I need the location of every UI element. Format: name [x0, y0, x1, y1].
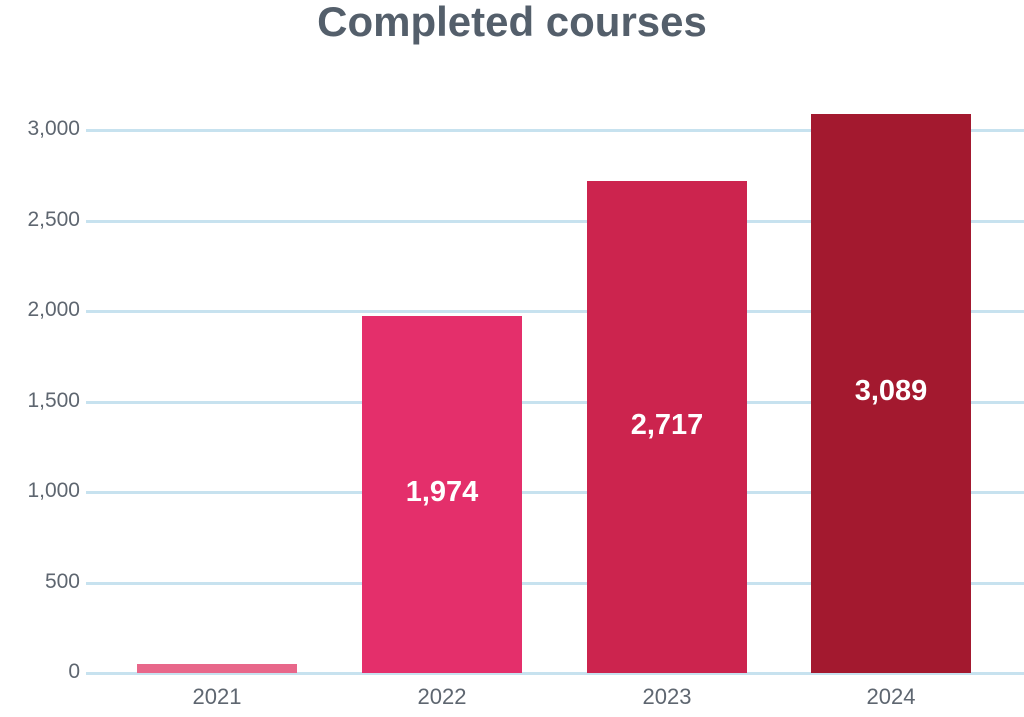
y-tick-label: 2,500 [27, 207, 80, 231]
gridline [86, 672, 1024, 675]
value-label: 1,974 [405, 476, 479, 509]
bar-2022 [362, 315, 522, 673]
x-tick-label: 2022 [417, 684, 467, 709]
y-tick-label: 500 [44, 569, 80, 593]
y-tick-label: 1,500 [27, 388, 80, 412]
value-label: 2,717 [630, 409, 704, 442]
y-tick-label: 3,000 [27, 117, 80, 140]
gridline [86, 129, 1024, 132]
y-tick-label: 0 [68, 660, 80, 683]
y-tick-label: 1,000 [27, 479, 80, 502]
gridline [86, 400, 1024, 404]
x-tick-label: 2023 [642, 684, 692, 709]
gridline [86, 491, 1024, 494]
gridline [86, 581, 1024, 585]
bar-2023 [587, 181, 747, 673]
x-tick-label: 2021 [192, 684, 242, 709]
gridline [86, 219, 1024, 223]
bar-2021 [137, 663, 297, 673]
bar-2024 [811, 113, 971, 673]
chart-title: Completed courses [317, 0, 707, 45]
y-tick-label: 2,000 [27, 298, 80, 321]
x-tick-label: 2024 [866, 684, 916, 709]
gridline [86, 310, 1024, 313]
value-label: 3,089 [854, 375, 928, 408]
